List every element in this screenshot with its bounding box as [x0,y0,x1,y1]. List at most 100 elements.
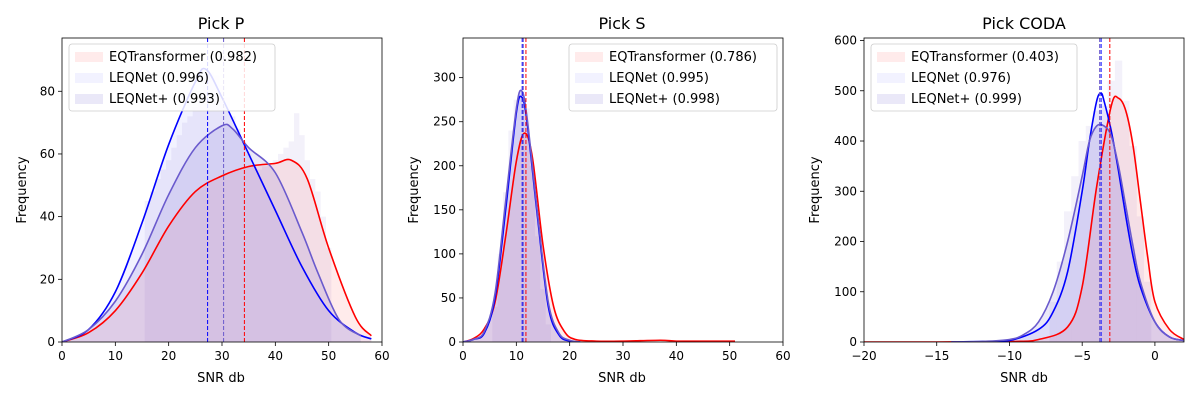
plot-area-pick-s: 0 10 20 30 40 50 60 0 50 100 150 200 250 300 EQTransfo… [433,37,791,363]
histogram-bar [246,153,252,342]
x-tick-label: 30 [615,349,630,363]
x-axis-label: SNR db [598,371,646,386]
histogram-bar [1114,60,1123,342]
histogram-bar [272,160,278,342]
legend-label: LEQNet+ (0.993) [109,92,220,107]
histogram-bar [144,200,150,342]
chart-title: Pick P [198,14,245,33]
legend-swatch [877,52,905,62]
legend-box [568,43,778,112]
x-axis-label: SNR db [1000,371,1048,386]
histogram-bar [540,289,546,342]
y-tick-label: 0 [47,335,55,349]
histogram-bar [513,99,519,342]
x-tick-label: 30 [214,349,229,363]
x-tick-label: 0 [1151,349,1159,363]
legend-label: LEQNet+ (0.999) [911,92,1022,107]
histogram-bar [192,106,198,342]
histogram-bar [545,324,551,342]
legend-box [68,43,276,112]
histogram-bar [1071,176,1079,342]
histogram-bar [288,141,294,342]
histogram-bar [320,216,326,342]
plot-area-pick-p: 0 10 20 30 40 50 60 0 20 40 60 80 EQTransformer (0.9… [40,37,390,363]
histogram-bar [1093,110,1101,342]
axes-frame [863,37,1185,343]
y-tick-label: 0 [448,335,456,349]
series-area [463,90,581,342]
legend-swatch [75,73,103,83]
series-area [463,96,581,342]
y-tick-label: 500 [834,84,857,98]
x-tick-label: 50 [321,349,336,363]
histogram-bar [240,141,246,342]
histogram-bar [1100,105,1108,342]
legend: EQTransformer (0.982) LEQNet (0.996) LEQNe… [68,43,276,112]
x-tick-label: −10 [997,349,1022,363]
histogram-bar [224,97,230,342]
x-tick-label: 20 [562,349,577,363]
legend-swatch [575,94,603,104]
histogram-bar [294,113,300,342]
histogram-bar [171,147,177,342]
x-tick-label: 10 [509,349,524,363]
x-tick-label: −20 [851,349,876,363]
y-tick-label: 0 [849,335,857,349]
histogram-bar [166,160,172,342]
series-line [864,95,1184,342]
chart-title: Pick S [598,14,645,33]
histogram-bar [304,160,310,342]
y-tick-label: 20 [40,272,55,286]
x-tick-label: 20 [161,349,176,363]
series-area [62,159,372,342]
x-tick-label: 40 [268,349,283,363]
legend-swatch [877,73,905,83]
y-tick-label: 40 [40,210,55,224]
y-tick-label: 300 [834,184,857,198]
legend: EQTransformer (0.786) LEQNet (0.995) LEQNe… [568,43,778,112]
y-tick-label: 100 [433,247,456,261]
y-tick-label: 150 [433,203,456,217]
x-tick-label: 10 [108,349,123,363]
x-axis-label: SNR db [197,371,245,386]
series-area [951,124,1184,342]
histogram-bar [524,108,530,342]
histogram-bar [267,163,273,342]
series-line [951,123,1184,342]
histogram-bar [492,306,498,342]
histogram-bar [1144,281,1152,342]
series-line [62,123,362,342]
x-tick-label: 60 [775,349,790,363]
histogram-bar [1049,301,1057,342]
y-tick-label: 600 [834,34,857,48]
histogram-bar [278,153,284,342]
histogram-bar [326,247,332,342]
y-axis-label: Frequency [808,156,823,223]
plot-content [864,38,1184,342]
series-line [463,89,581,342]
series-area [864,96,1184,342]
x-tick-label: 50 [722,349,737,363]
histogram-bar [1107,80,1115,342]
y-tick-label: 60 [40,147,55,161]
legend-swatch [75,52,103,62]
x-tick-label: 0 [58,349,66,363]
histogram-bar [176,135,182,342]
histogram-bar [203,78,209,342]
histogram-bar [208,72,214,342]
x-tick-label: −5 [1073,349,1091,363]
histogram-bar [1122,100,1130,342]
y-tick-label: 300 [433,71,456,85]
histogram-bar [1078,141,1086,342]
plot-content [62,38,372,342]
panel-pick-coda: Pick CODA Frequency SNR db −20 −15 −10 −5 0 0… [808,14,1185,386]
histogram-bar [529,165,535,342]
histogram-bar [508,130,514,342]
histogram-bar [182,122,188,342]
histogram-bar [1056,261,1064,342]
histogram-bar [497,253,503,342]
series-area [62,124,361,342]
legend-swatch [75,94,103,104]
legend-label: LEQNet (0.996) [109,71,209,86]
